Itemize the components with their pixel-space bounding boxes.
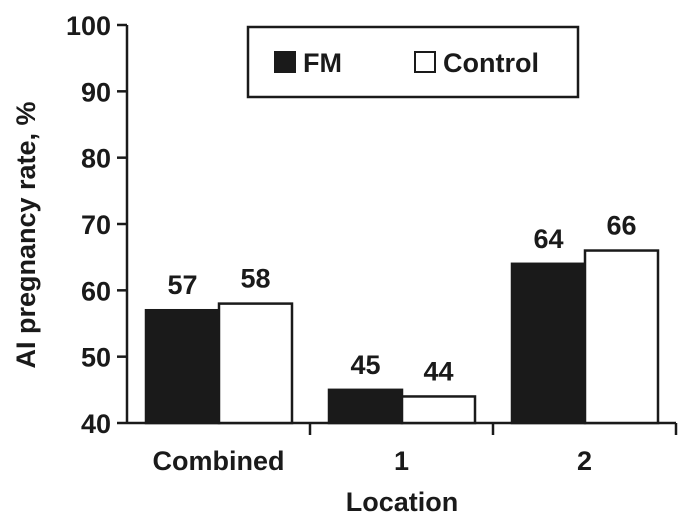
- data-label: 45: [350, 350, 380, 380]
- bar-fm-1: [327, 388, 404, 425]
- bar-control-combined: [217, 302, 294, 425]
- bar-control-2: [583, 249, 660, 425]
- y-tick-label: 100: [66, 11, 111, 41]
- y-tick-label: 60: [81, 276, 111, 306]
- y-tick-label: 90: [81, 77, 111, 107]
- bar-control-1: [400, 395, 477, 425]
- data-label: 57: [167, 270, 197, 300]
- data-label: 64: [533, 224, 563, 254]
- y-tick-label: 50: [81, 343, 111, 373]
- data-label: 66: [606, 211, 636, 241]
- y-tick-label: 70: [81, 210, 111, 240]
- y-axis-title: AI pregnancy rate, %: [11, 101, 41, 368]
- x-tick-label: Combined: [153, 446, 285, 476]
- bar-fm-2: [510, 262, 587, 425]
- legend-swatch-fm: [274, 51, 296, 73]
- bar-fm-combined: [144, 308, 221, 425]
- x-tick-label: 2: [577, 446, 592, 476]
- y-tick-label: 40: [81, 409, 111, 439]
- legend-label-control: Control: [443, 48, 539, 78]
- legend-label-fm: FM: [303, 48, 342, 78]
- data-label: 44: [423, 356, 453, 386]
- x-axis-title: Location: [346, 487, 459, 516]
- legend-swatch-control: [414, 51, 436, 73]
- y-tick-label: 80: [81, 144, 111, 174]
- legend-box: [246, 25, 580, 99]
- x-tick-label: 1: [394, 446, 409, 476]
- data-label: 58: [240, 264, 270, 294]
